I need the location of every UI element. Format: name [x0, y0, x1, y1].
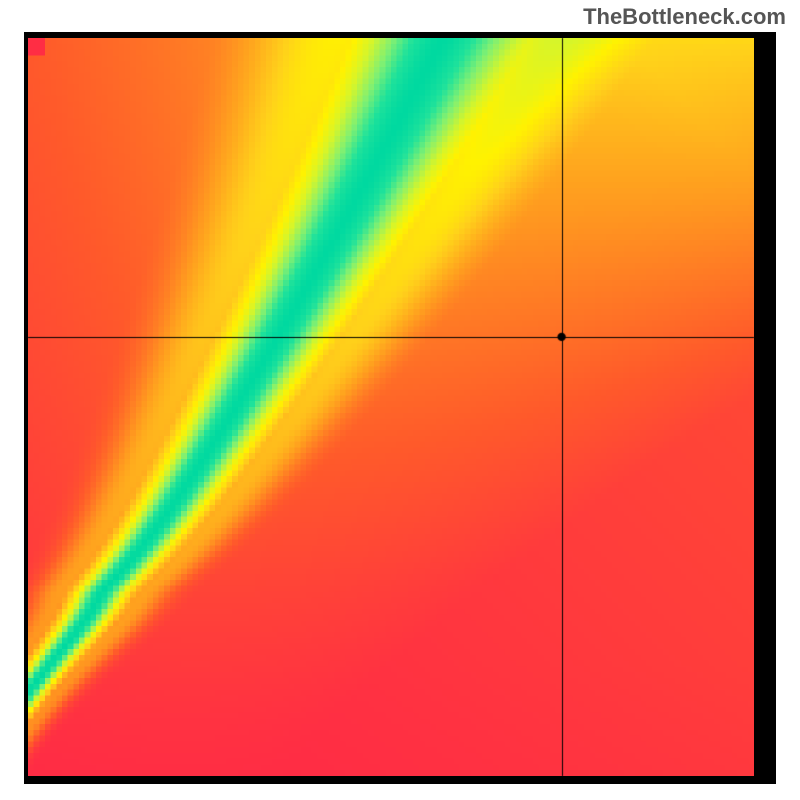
- watermark-text: TheBottleneck.com: [583, 4, 786, 30]
- viewport: TheBottleneck.com: [0, 0, 800, 800]
- plot-frame: [24, 32, 776, 784]
- heatmap-canvas: [28, 38, 754, 776]
